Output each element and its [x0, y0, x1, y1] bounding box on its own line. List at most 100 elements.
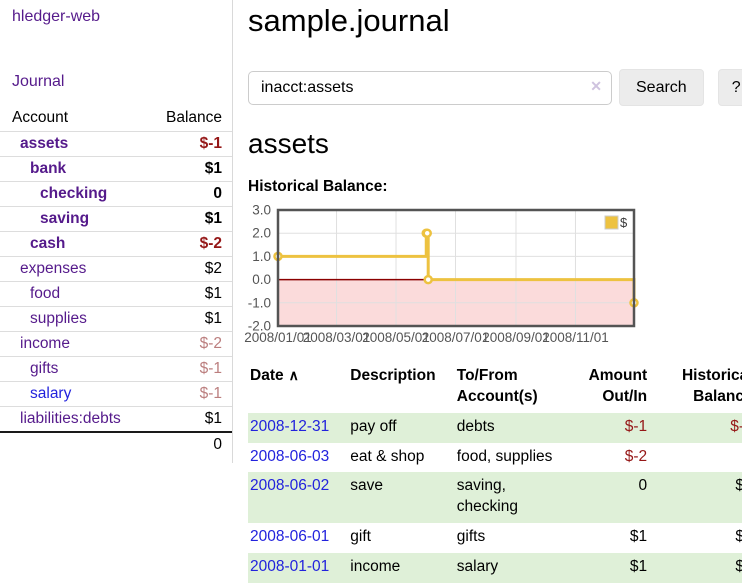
- svg-text:2.0: 2.0: [252, 225, 271, 240]
- transaction-date-link[interactable]: 2008-12-31: [250, 417, 330, 435]
- account-balance: $-2: [199, 335, 222, 352]
- main-content: sample.journal ✕ Search ? assets Histori…: [233, 0, 742, 583]
- account-link[interactable]: salary: [30, 385, 72, 402]
- transaction-accounts: gifts: [456, 528, 486, 546]
- transaction-amount: $-1: [624, 417, 648, 435]
- clear-search-icon[interactable]: ✕: [590, 77, 602, 94]
- svg-text:2008/09/01: 2008/09/01: [482, 330, 550, 345]
- accounts-table-header: Account Balance: [0, 106, 232, 132]
- account-link[interactable]: saving: [40, 210, 90, 227]
- account-link[interactable]: supplies: [30, 310, 87, 327]
- account-balance: $-1: [199, 360, 222, 377]
- register-row: 2008-06-02 save saving, checking 0 $2: [248, 472, 742, 524]
- register-row: 2008-06-01 gift gifts $1 $2: [248, 523, 742, 553]
- transaction-date-link[interactable]: 2008-06-03: [250, 447, 330, 465]
- account-row: cash $-2: [0, 232, 232, 257]
- app-title-link[interactable]: hledger-web: [12, 8, 101, 25]
- svg-text:$: $: [620, 215, 628, 230]
- help-button[interactable]: ?: [717, 69, 742, 107]
- accounts-table: Account Balance assets $-1 bank $1 checking 0…: [0, 106, 232, 457]
- description-column-header: Description: [350, 366, 436, 384]
- transaction-amount: 0: [638, 477, 648, 495]
- search-input[interactable]: [248, 70, 612, 105]
- accounts-total-spacer: [0, 432, 145, 457]
- account-link[interactable]: expenses: [20, 260, 87, 277]
- accounts-column-header: To/From Account(s): [456, 366, 538, 405]
- transaction-amount: $-2: [624, 447, 648, 465]
- transaction-description: save: [350, 477, 384, 495]
- transaction-description: pay off: [350, 417, 397, 435]
- transaction-date-link[interactable]: 2008-06-02: [250, 477, 330, 495]
- account-row: food $1: [0, 282, 232, 307]
- account-row: saving $1: [0, 207, 232, 232]
- account-link[interactable]: bank: [30, 160, 67, 177]
- svg-text:-2.0: -2.0: [248, 318, 271, 333]
- account-row: bank $1: [0, 157, 232, 182]
- account-balance: $1: [204, 285, 222, 302]
- account-balance: $1: [204, 160, 222, 177]
- register-row: 2008-12-31 pay off debts $-1 $-1: [248, 412, 742, 443]
- account-balance: $2: [204, 260, 222, 277]
- account-row: checking 0: [0, 182, 232, 207]
- balance-column-header: Balance: [165, 109, 222, 126]
- transaction-amount: $1: [629, 528, 648, 546]
- transaction-date-link[interactable]: 2008-06-01: [250, 528, 330, 546]
- accounts-total-row: 0: [0, 432, 232, 457]
- transaction-accounts: food, supplies: [456, 447, 553, 465]
- register-header-row: Date ∧ Description To/From Account(s) Amo…: [248, 364, 742, 413]
- account-link[interactable]: liabilities:debts: [20, 410, 121, 427]
- svg-text:2008/05/01: 2008/05/01: [362, 330, 430, 345]
- transaction-description: eat & shop: [350, 447, 425, 465]
- amount-column-header: Amount Out/In: [588, 366, 648, 405]
- account-row: gifts $-1: [0, 357, 232, 382]
- transaction-date-link[interactable]: 2008-01-01: [250, 558, 330, 576]
- transaction-accounts: salary: [456, 558, 499, 576]
- account-link[interactable]: cash: [30, 235, 66, 252]
- svg-text:2008/01/01: 2008/01/01: [244, 330, 312, 345]
- search-button[interactable]: Search: [619, 69, 704, 107]
- sidebar-item-journal[interactable]: Journal: [12, 73, 65, 90]
- account-row: supplies $1: [0, 307, 232, 332]
- search-row: ✕ Search ?: [248, 69, 742, 107]
- account-link[interactable]: food: [30, 285, 61, 302]
- account-link[interactable]: checking: [40, 185, 108, 202]
- search-wrap: ✕: [248, 70, 612, 105]
- account-link[interactable]: gifts: [30, 360, 59, 377]
- account-heading: assets: [248, 128, 329, 160]
- balance-column-header-register: Historical Balance: [681, 366, 742, 405]
- accounts-total-value: 0: [213, 436, 222, 453]
- sidebar: hledger-web Journal Account Balance asse…: [0, 0, 233, 463]
- transaction-balance: $1: [735, 558, 742, 576]
- chart-title: Historical Balance:: [248, 177, 388, 195]
- account-balance: $-1: [199, 385, 222, 402]
- transaction-description: income: [350, 558, 401, 576]
- register-row: 2008-01-01 income salary $1 $1: [248, 553, 742, 583]
- svg-text:2008/07/01: 2008/07/01: [422, 330, 490, 345]
- transaction-balance: $2: [735, 477, 742, 495]
- transaction-balance: $2: [735, 528, 742, 546]
- transaction-accounts: debts: [456, 417, 495, 435]
- svg-text:2008/03/01: 2008/03/01: [303, 330, 371, 345]
- account-balance: 0: [213, 185, 222, 202]
- accounts-table-body: assets $-1 bank $1 checking 0 saving $1 cash $-2 e…: [0, 132, 232, 432]
- transaction-accounts: saving, checking: [456, 477, 518, 516]
- account-link[interactable]: income: [20, 335, 70, 352]
- account-column-header: Account: [12, 109, 69, 126]
- account-link[interactable]: assets: [20, 135, 69, 152]
- transaction-description: gift: [350, 528, 371, 546]
- register-table-body: 2008-12-31 pay off debts $-1 $-1 2008-06-03 ea…: [248, 412, 742, 583]
- account-balance: $1: [204, 410, 222, 427]
- transaction-balance: 0: [649, 443, 742, 473]
- transaction-balance: $-1: [730, 417, 742, 435]
- historical-balance-chart: $3.0 2.0 1.0 0.0 -1.0 -2.02008/01/012008/03/0…: [244, 202, 639, 345]
- svg-text:-1.0: -1.0: [248, 295, 271, 310]
- account-row: income $-2: [0, 332, 232, 357]
- transaction-amount: $1: [629, 558, 648, 576]
- account-row: salary $-1: [0, 382, 232, 407]
- date-column-header[interactable]: Date ∧: [250, 366, 299, 384]
- account-balance: $-2: [199, 235, 222, 252]
- svg-text:1.0: 1.0: [252, 249, 271, 264]
- account-row: liabilities:debts $1: [0, 407, 232, 432]
- register-table: Date ∧ Description To/From Account(s) Amo…: [248, 364, 742, 583]
